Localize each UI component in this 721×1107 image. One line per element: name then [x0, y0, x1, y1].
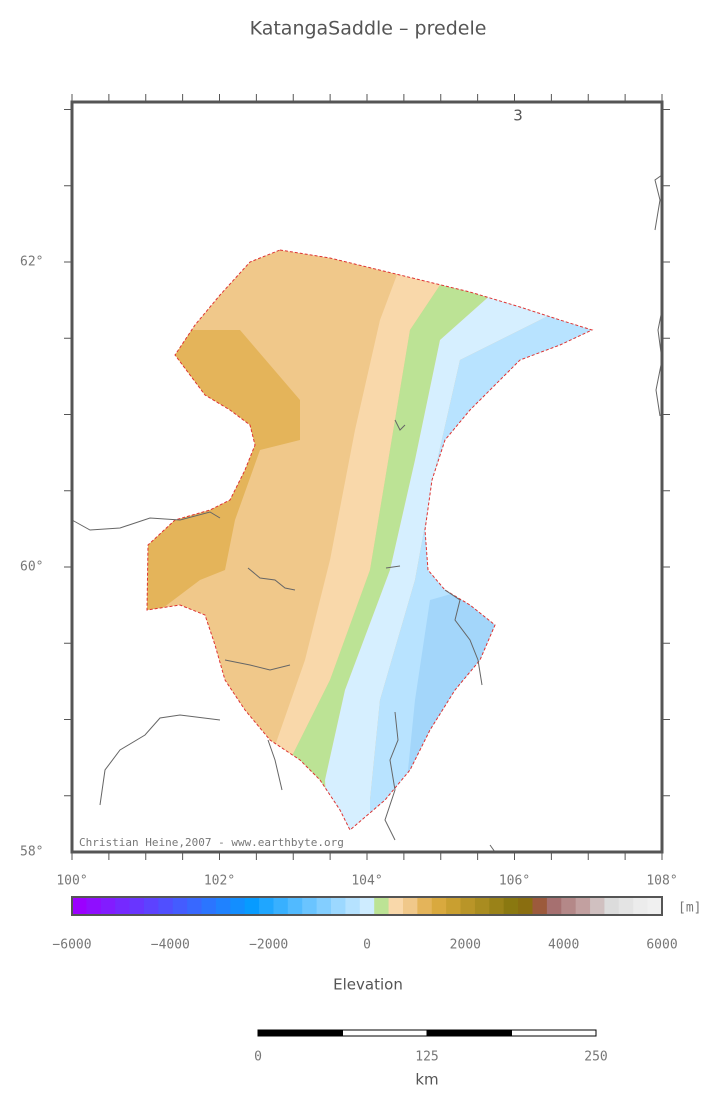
colorbar-swatch	[590, 897, 605, 915]
colorbar-swatch	[417, 897, 433, 915]
colorbar-swatch	[143, 897, 159, 915]
colorbar-swatch	[302, 897, 318, 915]
scale-segment	[342, 1029, 428, 1037]
scale-label: 250	[584, 1050, 607, 1065]
colorbar-swatch	[345, 897, 361, 915]
colorbar-swatch	[100, 897, 116, 915]
colorbar-swatch	[201, 897, 217, 915]
colorbar-label: 0	[363, 938, 371, 953]
colorbar-swatch	[604, 897, 620, 915]
colorbar-swatch	[273, 897, 289, 915]
credit: Christian Heine,2007 - www.earthbyte.org	[79, 836, 344, 849]
colorbar-label: 2000	[450, 938, 481, 953]
colorbar-label: −6000	[52, 938, 91, 953]
colorbar-frame	[71, 896, 663, 916]
lon-label: 102°	[204, 874, 235, 889]
scale-label: 125	[415, 1050, 438, 1065]
colorbar-swatch	[518, 897, 533, 915]
lon-label: 106°	[499, 874, 530, 889]
colorbar-swatch	[115, 897, 131, 915]
colorbar-swatch	[647, 897, 663, 915]
colorbar-swatch	[158, 897, 174, 915]
title: KatangaSaddle – predele	[250, 18, 487, 40]
colorbar-title: Elevation	[333, 976, 403, 994]
colorbar-swatch	[86, 897, 102, 915]
colorbar-swatch	[618, 897, 634, 915]
colorbar-swatch	[172, 897, 188, 915]
colorbar-swatch	[561, 897, 577, 915]
colorbar-swatch	[633, 897, 649, 915]
colorbar-swatch	[388, 897, 404, 915]
lon-labels: 100° 102° 104° 106° 108°	[56, 874, 677, 889]
colorbar-swatch	[72, 897, 87, 915]
colorbar-swatch	[215, 897, 231, 915]
colorbar-swatch	[316, 897, 332, 915]
colorbar-swatch	[431, 897, 447, 915]
colorbar-label: −4000	[151, 938, 190, 953]
frame-ticks	[64, 94, 670, 860]
colorbar-swatch	[575, 897, 591, 915]
scale-unit: km	[415, 1071, 438, 1089]
colorbar-swatch	[460, 897, 476, 915]
annotation: 3	[513, 107, 523, 125]
lon-label: 108°	[646, 874, 677, 889]
colorbar-swatch	[259, 897, 274, 915]
lat-label: 58°	[20, 845, 43, 860]
colorbar-swatch	[374, 897, 390, 915]
scale-label: 0	[254, 1050, 262, 1065]
scale-segment	[511, 1029, 597, 1037]
colorbar-swatch	[546, 897, 562, 915]
colorbar-swatch	[230, 897, 246, 915]
colorbar-swatch	[187, 897, 203, 915]
rivers	[71, 174, 663, 853]
lon-label: 104°	[351, 874, 382, 889]
colorbar-swatch	[244, 897, 260, 915]
lat-label: 62°	[20, 255, 43, 270]
scale-segment	[426, 1029, 512, 1037]
colorbar-swatch	[129, 897, 145, 915]
colorbar-swatch	[474, 897, 490, 915]
region-outline	[146, 249, 594, 831]
colorbar-label: 6000	[646, 938, 677, 953]
colorbar-swatch	[489, 897, 505, 915]
lat-label: 60°	[20, 560, 43, 575]
colorbar-swatch	[446, 897, 462, 915]
colorbar-swatch	[287, 897, 303, 915]
scale-segment	[257, 1029, 343, 1037]
scale-bar: 0 125 250	[254, 1029, 608, 1065]
lat-labels: 62° 60° 58°	[20, 255, 43, 860]
colorbar-swatch	[331, 897, 346, 915]
colorbar	[72, 897, 663, 915]
colorbar-swatch	[359, 897, 375, 915]
colorbar-swatch	[532, 897, 548, 915]
colorbar-labels: −6000 −4000 −2000 0 2000 4000 6000	[52, 938, 677, 953]
colorbar-swatch	[402, 897, 418, 915]
colorbar-unit: [m]	[678, 901, 701, 916]
colorbar-label: −2000	[249, 938, 288, 953]
colorbar-swatch	[503, 897, 519, 915]
lon-label: 100°	[56, 874, 87, 889]
colorbar-label: 4000	[548, 938, 579, 953]
